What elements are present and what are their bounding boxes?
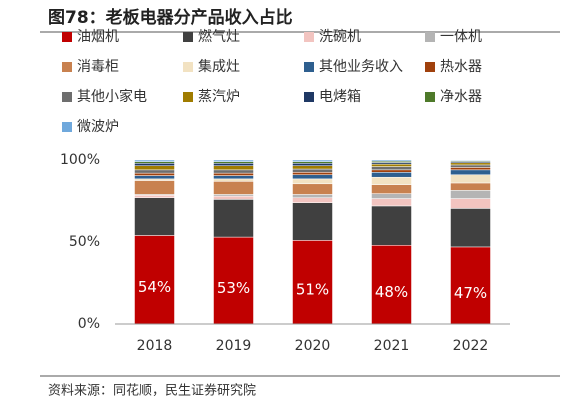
bar-segment xyxy=(450,169,491,176)
legend-swatch xyxy=(425,32,435,42)
bar-segment xyxy=(213,165,254,171)
bar-segment xyxy=(450,159,491,161)
legend-swatch xyxy=(62,92,72,102)
bar-segment xyxy=(134,172,175,176)
bar-segment xyxy=(292,159,333,162)
legend-swatch xyxy=(425,92,435,102)
source: 资料来源：同花顺，民生证券研究院 xyxy=(48,383,256,399)
legend-swatch xyxy=(62,122,72,132)
bar-segment xyxy=(213,159,254,162)
bar-segment xyxy=(213,175,254,180)
bar-segment xyxy=(450,182,491,191)
bar-segment xyxy=(371,198,412,207)
x-tick-label: 2021 xyxy=(374,338,410,354)
legend-label: 蒸汽炉 xyxy=(198,89,240,105)
bar-segment xyxy=(213,172,254,176)
legend-label: 电烤箱 xyxy=(319,89,361,105)
x-tick-label: 2020 xyxy=(295,338,331,354)
bar-segment xyxy=(213,178,254,182)
bar-segment xyxy=(213,181,254,195)
bar-segment xyxy=(450,162,491,166)
bar-segment xyxy=(371,169,412,173)
legend-swatch xyxy=(62,62,72,72)
legend-swatch xyxy=(183,62,193,72)
legend-swatch xyxy=(183,92,193,102)
bar-segment xyxy=(371,193,412,199)
legend-label: 热水器 xyxy=(440,59,482,75)
data-label: 51% xyxy=(296,281,329,299)
bar-segment xyxy=(292,194,333,198)
bar-segment xyxy=(213,163,254,166)
data-label: 48% xyxy=(375,283,408,301)
bar-segment xyxy=(213,199,254,238)
bar-segment xyxy=(213,195,254,200)
bar-segment xyxy=(213,236,254,325)
y-tick-label: 100% xyxy=(60,152,100,168)
bar-segment xyxy=(292,183,333,195)
bar-segment xyxy=(292,197,333,203)
x-tick-label: 2022 xyxy=(453,338,489,354)
x-tick-label: 2018 xyxy=(137,338,173,354)
legend-label: 其他小家电 xyxy=(77,88,147,105)
legend-swatch xyxy=(304,32,314,42)
bar-segment xyxy=(134,175,175,180)
legend-swatch xyxy=(304,62,314,72)
data-label: 54% xyxy=(138,278,171,296)
legend-label: 净水器 xyxy=(440,89,482,105)
bar-segment xyxy=(371,166,412,171)
legend-label: 其他业务收入 xyxy=(319,59,403,75)
bar-segment xyxy=(134,180,175,195)
legend-swatch xyxy=(304,92,314,102)
legend-swatch xyxy=(183,32,193,42)
bar-segment xyxy=(213,169,254,174)
bar-segment xyxy=(371,205,412,246)
bar-segment xyxy=(450,190,491,199)
bar-segment xyxy=(292,172,333,176)
bar-segment xyxy=(292,174,333,180)
bar-segment xyxy=(450,164,491,168)
legend-label: 洗碗机 xyxy=(319,29,361,45)
bar-segment xyxy=(371,172,412,178)
x-tick-label: 2019 xyxy=(216,338,252,354)
chart-title: 图78：老板电器分产品收入占比 xyxy=(48,7,293,28)
bar-segment xyxy=(292,168,333,173)
bar-segment xyxy=(134,159,175,162)
legend-label: 燃气灶 xyxy=(198,28,240,45)
bar-segment xyxy=(292,165,333,170)
bar-segment xyxy=(134,235,175,325)
bar-segment xyxy=(371,159,412,162)
y-tick-label: 0% xyxy=(78,316,100,332)
legend-label: 微波炉 xyxy=(77,119,119,135)
bar-segment xyxy=(371,163,412,167)
bar-segment xyxy=(450,167,491,171)
bar-segment xyxy=(371,184,412,194)
legend-swatch xyxy=(425,62,435,72)
y-tick-label: 50% xyxy=(69,234,100,250)
legend-swatch xyxy=(62,32,72,42)
bar-segment xyxy=(450,208,491,248)
legend-label: 集成灶 xyxy=(198,58,240,75)
legend-label: 一体机 xyxy=(440,29,482,45)
legend-label: 消毒柜 xyxy=(77,59,119,75)
bar-segment xyxy=(134,165,175,171)
bar-segment xyxy=(134,197,175,236)
bar-segment xyxy=(292,202,333,241)
bar-segment xyxy=(371,176,412,185)
data-label: 53% xyxy=(217,279,250,297)
bar-segment xyxy=(134,169,175,174)
bar-segment xyxy=(134,163,175,166)
bar-segment xyxy=(134,195,175,198)
bar-segment xyxy=(292,178,333,185)
bar-segment xyxy=(450,174,491,184)
data-label: 47% xyxy=(454,284,487,302)
legend-label: 油烟机 xyxy=(77,29,119,45)
bar-segment xyxy=(450,198,491,209)
bar-segment xyxy=(292,163,333,166)
